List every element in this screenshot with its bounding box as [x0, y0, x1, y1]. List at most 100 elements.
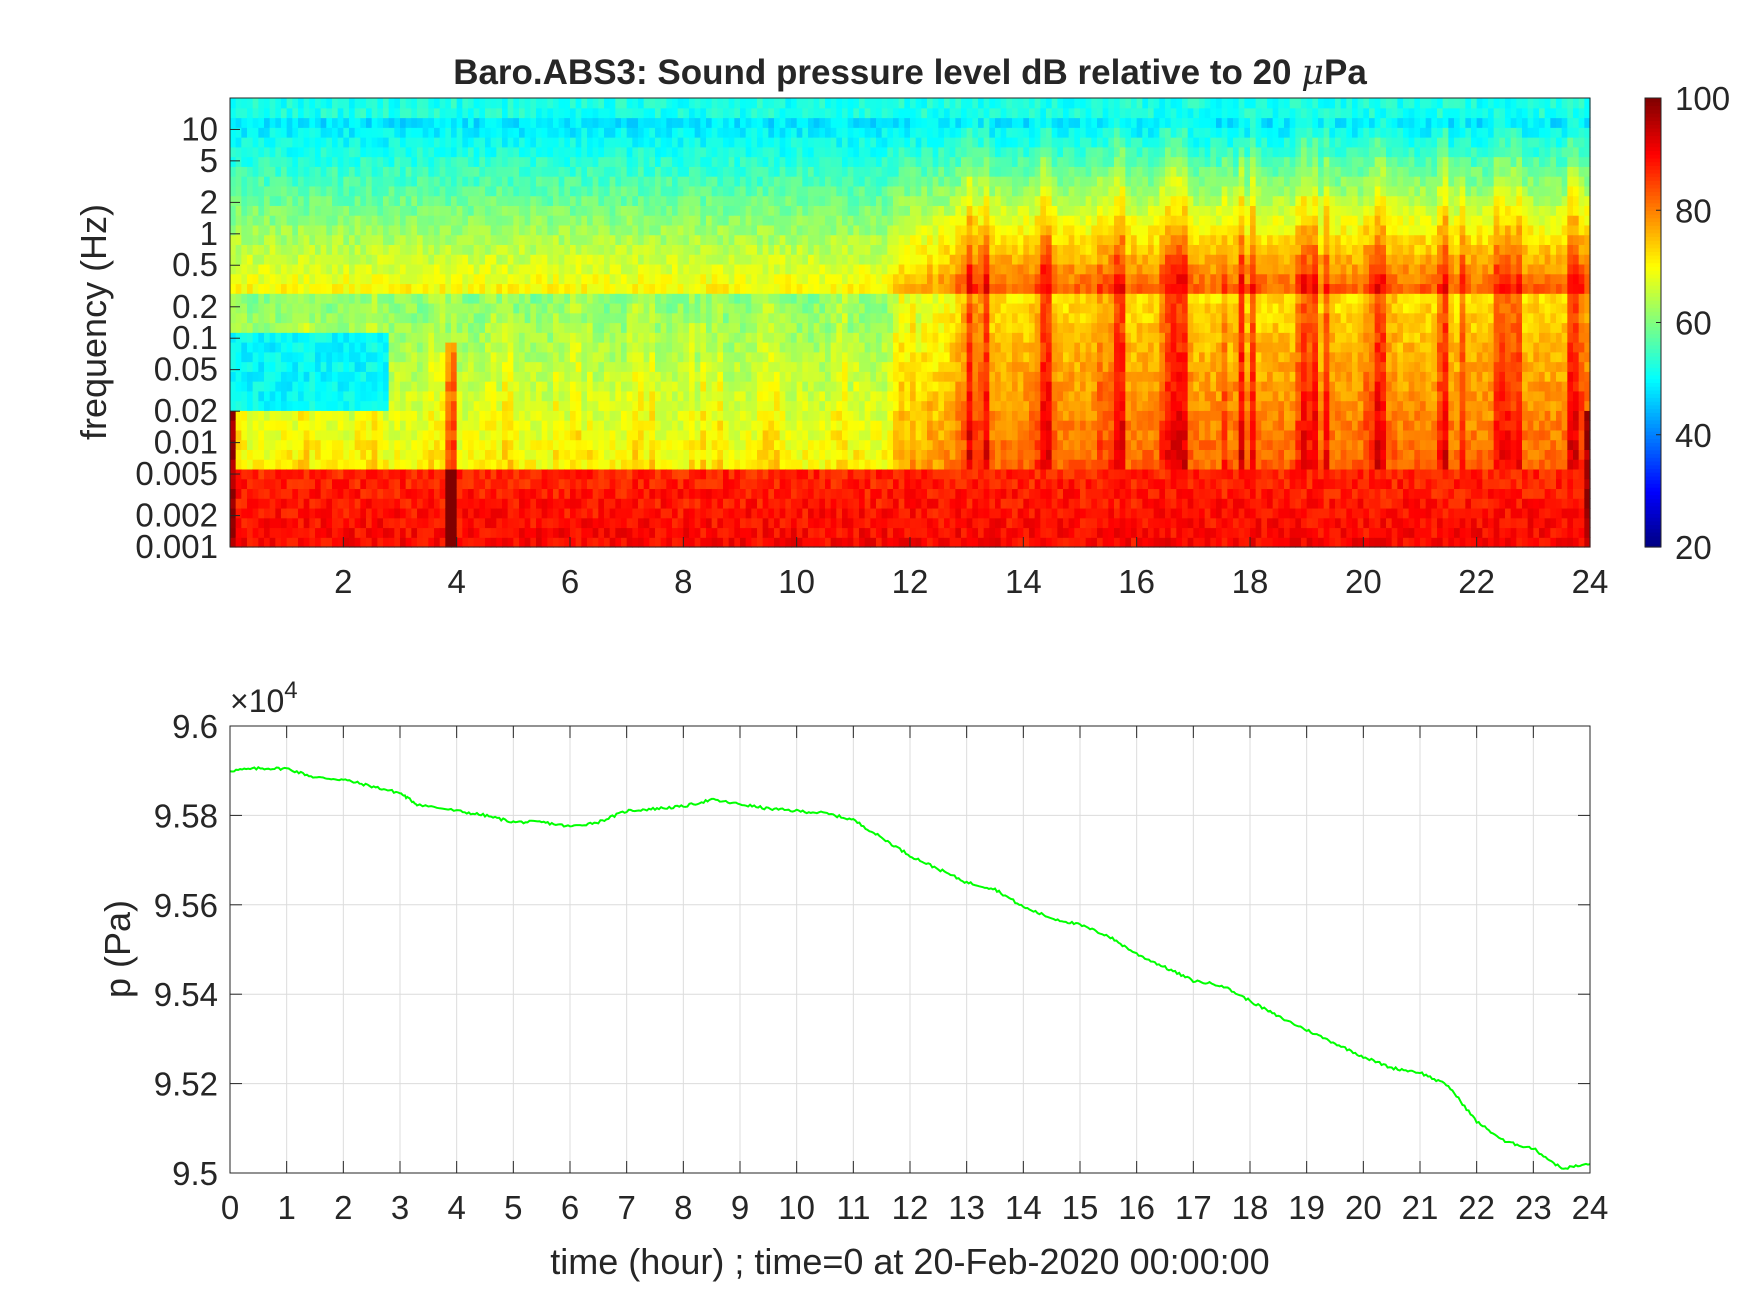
spectrogram-cell: [581, 459, 588, 470]
spectrogram-cell: [723, 263, 730, 275]
spectrogram-cell: [354, 234, 361, 246]
spectrogram-cell: [717, 283, 724, 294]
spectrogram-cell: [677, 527, 684, 538]
spectrogram-cell: [570, 176, 577, 187]
spectrogram-cell: [626, 381, 633, 392]
spectrogram-cell: [813, 302, 820, 314]
spectrogram-cell: [717, 244, 724, 255]
spectrogram-cell: [377, 478, 384, 490]
spectrogram-cell: [281, 527, 288, 538]
spectrogram-cell: [689, 185, 696, 197]
spectrogram-cell: [298, 420, 305, 431]
spectrogram-cell: [768, 98, 775, 109]
spectrogram-cell: [757, 117, 764, 128]
spectrogram-cell: [394, 156, 401, 167]
spectrogram-cell: [768, 156, 775, 167]
spectrogram-cell: [524, 107, 531, 119]
spectrogram-cell: [751, 146, 758, 158]
spectrogram-cell: [638, 137, 645, 148]
spectrogram-cell: [825, 166, 832, 177]
spectrogram-cell: [405, 361, 412, 372]
spectrogram-cell: [473, 234, 480, 246]
spectrogram-cell: [581, 273, 588, 285]
spectrogram-cell: [479, 361, 486, 372]
spectrogram-cell: [660, 166, 667, 177]
spectrogram-cell: [298, 293, 305, 304]
spectrogram-cell: [547, 439, 554, 450]
spectrogram-cell: [768, 488, 775, 499]
spectrogram-cell: [689, 468, 696, 480]
spectrogram-cell: [519, 166, 526, 177]
spectrogram-cell: [604, 507, 611, 519]
spectrogram-cell: [343, 517, 350, 529]
spectrogram-cell: [519, 527, 526, 538]
spectrogram-cell: [830, 98, 837, 109]
spectrogram-cell: [473, 527, 480, 538]
spectrogram-cell: [632, 224, 639, 236]
spectrogram-cell: [598, 117, 605, 128]
spectrogram-cell: [366, 107, 373, 119]
spectrogram-cell: [394, 478, 401, 490]
spectrogram-cell: [575, 459, 582, 470]
spectrogram-cell: [683, 517, 690, 529]
spectrogram-cell: [434, 137, 441, 148]
spectrogram-cell: [745, 254, 752, 265]
spectrogram-cell: [309, 322, 316, 333]
spectrogram-cell: [496, 312, 503, 324]
spectrogram-cell: [564, 185, 571, 197]
spectrogram-cell: [717, 293, 724, 304]
spectrogram-cell: [813, 478, 820, 490]
spectrogram-cell: [411, 156, 418, 167]
spectrogram-cell: [609, 371, 616, 382]
spectrogram-cell: [269, 468, 276, 480]
spectrogram-cell: [819, 117, 826, 128]
spectrogram-cell: [298, 517, 305, 529]
spectrogram-cell: [230, 98, 237, 109]
spectrogram-cell: [473, 195, 480, 206]
spectrogram-cell: [445, 185, 452, 197]
spectrogram-cell: [621, 283, 628, 294]
spectrogram-cell: [689, 137, 696, 148]
spectrogram-cell: [541, 283, 548, 294]
spectrogram-cell: [456, 390, 463, 402]
spectrogram-cell: [541, 312, 548, 324]
spectrogram-cell: [547, 517, 554, 529]
spectrogram-cell: [785, 215, 792, 226]
spectrogram-cell: [711, 166, 718, 177]
spectrogram-cell: [604, 293, 611, 304]
spectrogram-cell: [519, 254, 526, 265]
spectrogram-cell: [309, 342, 316, 353]
spectrogram-cell: [400, 98, 407, 109]
spectrogram-cell: [796, 195, 803, 206]
spectrogram-cell: [598, 429, 605, 441]
spectrogram-cell: [422, 371, 429, 382]
spectrogram-cell: [677, 468, 684, 480]
spectrogram-cell: [638, 234, 645, 246]
spectrogram-cell: [513, 390, 520, 402]
spectrogram-cell: [558, 234, 565, 246]
spectrogram-cell: [694, 302, 701, 314]
spectrogram-cell: [445, 283, 452, 294]
spectrogram-cell: [745, 351, 752, 363]
spectrogram-cell: [660, 478, 667, 490]
spectrogram-cell: [779, 224, 786, 236]
spectrogram-cell: [745, 176, 752, 187]
spectrogram-cell: [411, 166, 418, 177]
spectrogram-cell: [694, 459, 701, 470]
spectrogram-cell: [258, 390, 265, 402]
spectrogram-cell: [320, 507, 327, 519]
spectrogram-cell: [303, 166, 310, 177]
spectrogram-cell: [434, 195, 441, 206]
spectrogram-cell: [558, 166, 565, 177]
spectrogram-cell: [485, 234, 492, 246]
spectrogram-cell: [615, 117, 622, 128]
spectrogram-cell: [445, 351, 452, 363]
spectrogram-cell: [700, 400, 707, 411]
spectrogram-cell: [564, 342, 571, 353]
spectrogram-cell: [417, 332, 424, 343]
spectrogram-cell: [445, 322, 452, 333]
spectrogram-cell: [785, 302, 792, 314]
spectrogram-cell: [502, 517, 509, 529]
spectrogram-cell: [519, 156, 526, 167]
spectrogram-cell: [445, 459, 452, 470]
